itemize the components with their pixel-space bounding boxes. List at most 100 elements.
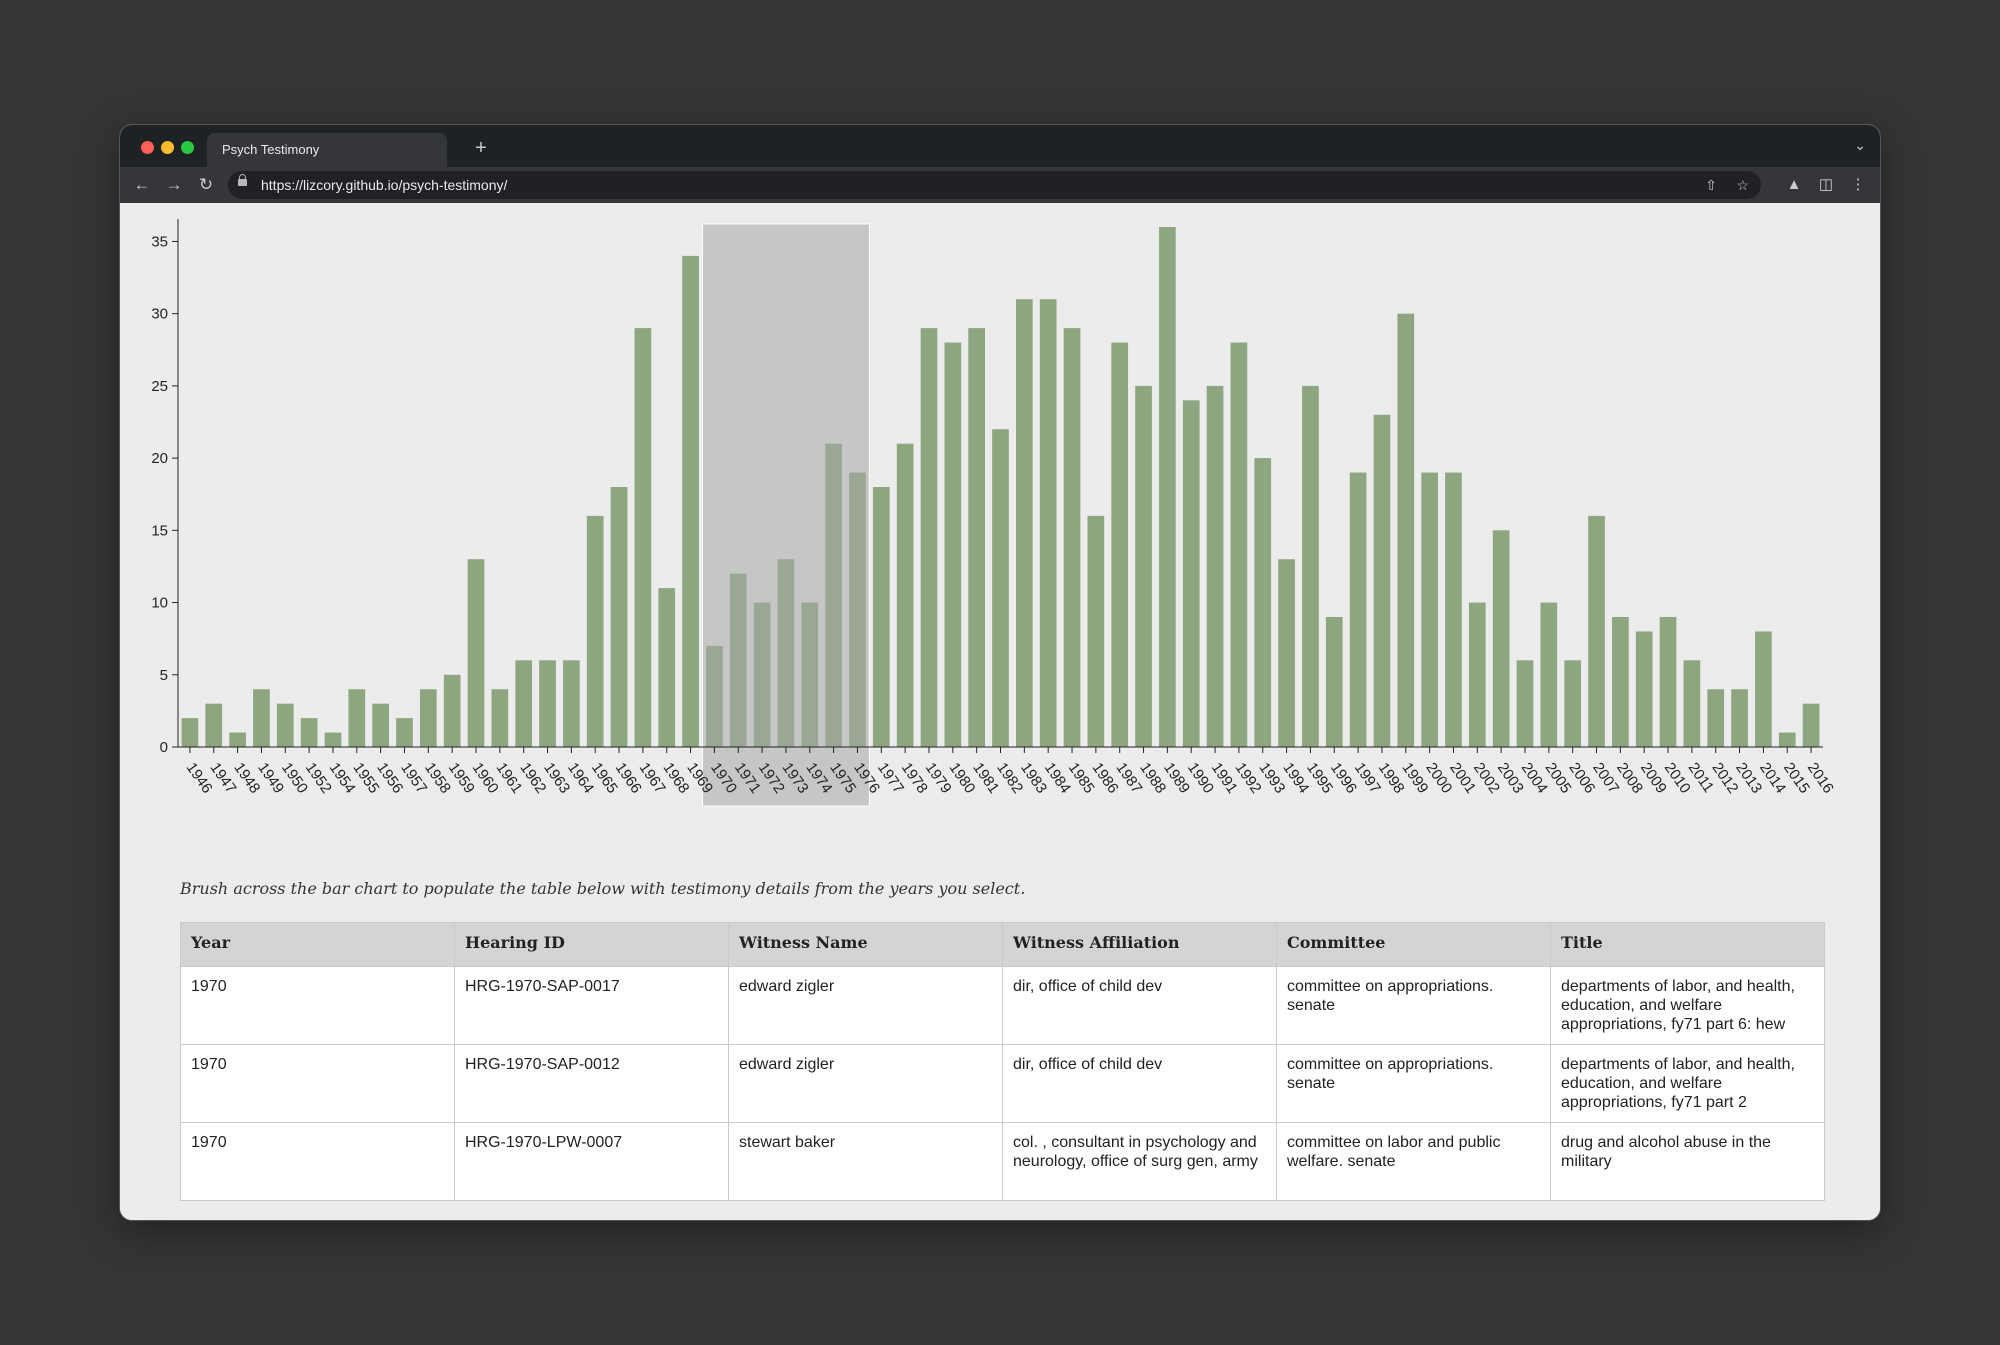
forward-arrow-icon[interactable]: → <box>165 175 183 194</box>
new-tab-button[interactable]: + <box>475 137 487 159</box>
bar-1968[interactable] <box>658 588 676 747</box>
bar-1992[interactable] <box>1230 342 1248 747</box>
bar-1952[interactable] <box>300 718 318 747</box>
y-tick-label: 20 <box>151 450 168 467</box>
tab-psych-testimony[interactable]: Psych Testimony <box>207 133 447 167</box>
column-header-witness-affiliation[interactable]: Witness Affiliation <box>1002 922 1277 967</box>
testimony-bar-chart[interactable]: 0510152025303519461947194819491950195219… <box>120 203 1880 843</box>
bar-1979[interactable] <box>920 328 938 747</box>
bar-1989[interactable] <box>1159 227 1176 747</box>
bar-1988[interactable] <box>1135 385 1152 747</box>
bar-1956[interactable] <box>372 703 389 747</box>
star-icon[interactable]: ☆ <box>1736 177 1749 193</box>
cell-hearing-id: HRG-1970-LPW-0007 <box>454 1122 729 1201</box>
column-header-title[interactable]: Title <box>1550 922 1825 967</box>
share-icon[interactable]: ⇧ <box>1705 177 1717 193</box>
cell-year: 1970 <box>180 1044 455 1123</box>
bar-1986[interactable] <box>1087 515 1105 747</box>
bar-1969[interactable] <box>682 255 699 747</box>
sidebar-icon[interactable]: ◫ <box>1818 176 1834 193</box>
address-bar[interactable]: https://lizcory.github.io/psych-testimon… <box>228 171 1761 199</box>
y-tick-label: 30 <box>151 306 168 323</box>
y-tick-label: 15 <box>151 522 168 539</box>
bar-1950[interactable] <box>276 703 294 747</box>
bar-1960[interactable] <box>467 559 485 747</box>
bar-1959[interactable] <box>443 674 461 747</box>
bar-1987[interactable] <box>1111 342 1129 747</box>
bar-1997[interactable] <box>1349 472 1367 747</box>
bar-1983[interactable] <box>1015 299 1033 747</box>
bar-2001[interactable] <box>1445 472 1462 747</box>
cell-hearing-id: HRG-1970-SAP-0017 <box>454 966 729 1045</box>
close-window-button[interactable] <box>141 141 154 154</box>
cell-title: departments of labor, and health, educat… <box>1550 1044 1825 1123</box>
cell-witness-affiliation: dir, office of child dev <box>1002 1044 1277 1123</box>
cell-committee: committee on appropriations. senate <box>1276 1044 1551 1123</box>
bar-2012[interactable] <box>1707 689 1725 747</box>
bar-1980[interactable] <box>944 342 962 747</box>
bar-1977[interactable] <box>872 487 890 747</box>
bar-1954[interactable] <box>324 732 342 747</box>
bar-1955[interactable] <box>348 689 366 747</box>
bar-1981[interactable] <box>968 328 986 747</box>
url-text[interactable]: https://lizcory.github.io/psych-testimon… <box>261 177 508 193</box>
bar-1996[interactable] <box>1325 617 1343 747</box>
bar-1963[interactable] <box>539 660 556 747</box>
bar-2015[interactable] <box>1778 732 1796 747</box>
minimize-window-button[interactable] <box>161 141 174 154</box>
bar-1965[interactable] <box>586 515 604 747</box>
bar-2005[interactable] <box>1540 602 1558 747</box>
bar-1994[interactable] <box>1278 559 1295 747</box>
more-menu-icon[interactable]: ⋮ <box>1850 176 1866 193</box>
bar-1984[interactable] <box>1039 299 1057 747</box>
extensions-icon[interactable]: ▲ <box>1786 176 1802 193</box>
x-tick-label: 2016 <box>1804 760 1837 797</box>
bar-1948[interactable] <box>229 732 246 747</box>
bar-1957[interactable] <box>396 718 413 747</box>
browser-toolbar: ← → ↻ https://lizcory.github.io/psych-te… <box>120 167 1880 203</box>
bar-2013[interactable] <box>1731 689 1748 747</box>
bar-1985[interactable] <box>1063 328 1081 747</box>
bar-2002[interactable] <box>1468 602 1486 747</box>
bar-2009[interactable] <box>1635 631 1653 747</box>
bar-2004[interactable] <box>1516 660 1534 747</box>
brush-selection[interactable] <box>701 223 870 807</box>
bar-2010[interactable] <box>1659 617 1677 747</box>
table-row: 1970 HRG-1970-LPW-0007 stewart baker col… <box>180 1122 1825 1201</box>
reload-icon[interactable]: ↻ <box>198 175 214 194</box>
bar-1961[interactable] <box>491 689 509 747</box>
bar-2003[interactable] <box>1492 530 1510 747</box>
column-header-witness-name[interactable]: Witness Name <box>728 922 1003 967</box>
bar-2006[interactable] <box>1564 660 1582 747</box>
tab-bar: Psych Testimony + ⌄ <box>120 125 1880 167</box>
bar-1978[interactable] <box>896 443 914 747</box>
bar-1964[interactable] <box>563 660 580 747</box>
column-header-committee[interactable]: Committee <box>1276 922 1551 967</box>
bar-1949[interactable] <box>253 689 270 747</box>
bar-2008[interactable] <box>1612 617 1629 747</box>
chevron-down-icon[interactable]: ⌄ <box>1854 137 1866 153</box>
bar-1962[interactable] <box>515 660 533 747</box>
bar-1982[interactable] <box>992 429 1009 747</box>
column-header-year[interactable]: Year <box>180 922 455 967</box>
bar-2014[interactable] <box>1755 631 1772 747</box>
bar-1993[interactable] <box>1254 458 1272 747</box>
bar-2007[interactable] <box>1588 515 1605 747</box>
bar-2016[interactable] <box>1802 703 1820 747</box>
bar-1999[interactable] <box>1397 313 1415 747</box>
bar-1958[interactable] <box>419 689 437 747</box>
table-header-row: Year Hearing ID Witness Name Witness Aff… <box>180 922 1825 967</box>
bar-1947[interactable] <box>205 703 223 747</box>
bar-1990[interactable] <box>1182 400 1200 747</box>
maximize-window-button[interactable] <box>181 141 194 154</box>
bar-1967[interactable] <box>634 328 652 747</box>
bar-2000[interactable] <box>1421 472 1438 747</box>
bar-1995[interactable] <box>1302 385 1319 747</box>
bar-1998[interactable] <box>1373 414 1391 747</box>
bar-1946[interactable] <box>181 718 199 747</box>
column-header-hearing-id[interactable]: Hearing ID <box>454 922 729 967</box>
bar-1991[interactable] <box>1206 385 1224 747</box>
bar-2011[interactable] <box>1683 660 1701 747</box>
back-arrow-icon[interactable]: ← <box>133 175 151 194</box>
bar-1966[interactable] <box>610 487 628 747</box>
